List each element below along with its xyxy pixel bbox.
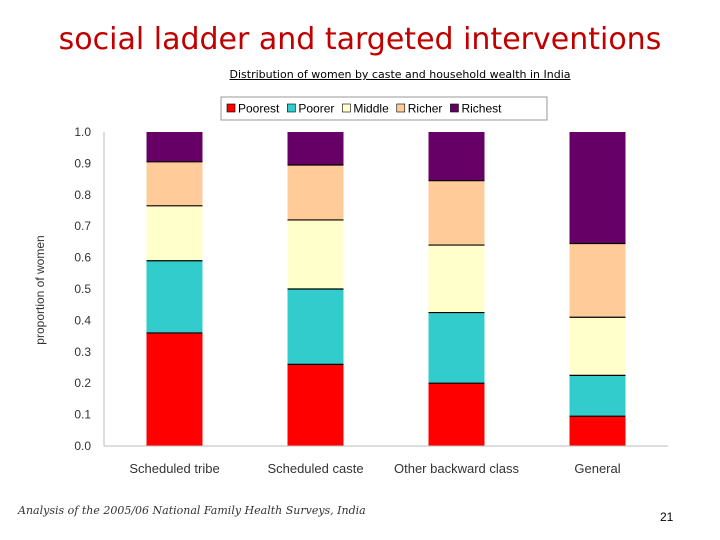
bar-segment-middle [569,317,626,376]
x-tick-label: Other backward class [394,461,519,476]
legend-swatch [342,103,351,113]
bar-segment-richest [428,132,485,181]
bar-segment-richest [569,132,626,244]
chart-legend: Poorest Poorer Middle Richer Richest [220,96,548,121]
bar-segment-richest [287,132,344,165]
bar-segment-richest [146,132,203,162]
y-tick-label: 0.2 [74,376,91,390]
bar-segment-poorest [428,383,485,446]
slide-title: social ladder and targeted interventions [58,22,662,57]
legend-item-poorer: Poorer [287,102,334,116]
bar-segment-middle [146,205,203,261]
bar-segment-richer [146,161,203,206]
bar-segment-richer [287,164,344,220]
y-axis-label: proportion of women [33,235,47,344]
legend-item-richest: Richest [450,102,502,116]
y-tick-label: 1.0 [74,125,91,139]
legend-label: Richer [408,102,443,116]
x-tick-label: Scheduled tribe [129,461,219,476]
y-tick-label: 0.3 [74,345,91,359]
y-axis: 0.0 0.1 0.2 0.3 0.4 0.5 0.6 0.7 0.8 0.9 1.0 [74,125,105,453]
footer-source-note: Analysis of the 2005/06 National Family … [18,504,366,517]
legend-item-richer: Richer [396,102,443,116]
legend-label: Middle [353,102,389,116]
legend-swatch [396,103,406,113]
legend-swatch [226,103,236,113]
legend-label: Poorest [238,102,280,116]
legend-item-poorest: Poorest [226,102,280,116]
bar-segment-middle [428,245,485,313]
y-tick-label: 0.5 [74,282,91,296]
plot-area [146,132,626,446]
legend-label: Richest [461,102,502,116]
bar-segment-poorer [146,260,203,333]
legend-box [220,96,548,121]
y-tick-label: 0.1 [74,408,91,422]
y-tick-label: 0.8 [74,188,91,202]
legend-item-middle: Middle [342,102,389,116]
legend-label: Poorer [298,102,334,116]
y-tick-label: 0.7 [74,219,91,233]
chart-title: Distribution of women by caste and house… [229,68,571,81]
bar-segment-richer [428,180,485,246]
bar-segment-richer [569,243,626,318]
y-tick-label: 0.6 [74,251,91,265]
x-tick-label: General [574,461,620,476]
y-tick-label: 0.9 [74,156,91,170]
page-number: 21 [660,510,674,524]
legend-swatch [287,103,296,113]
x-tick-label: Scheduled caste [267,461,363,476]
y-tick-label: 0.4 [74,313,91,327]
bar-segment-poorer [569,375,626,417]
bar-segment-poorest [146,332,203,446]
bar-segment-poorest [569,416,626,446]
y-tick-label: 0.0 [74,439,91,453]
x-axis: Scheduled tribe Scheduled caste Other back… [104,445,668,476]
bar-segment-poorer [287,289,344,365]
bar-segment-poorer [428,312,485,384]
bar-segment-middle [287,219,344,289]
bar-segment-poorest [287,364,344,446]
legend-swatch [450,103,459,113]
